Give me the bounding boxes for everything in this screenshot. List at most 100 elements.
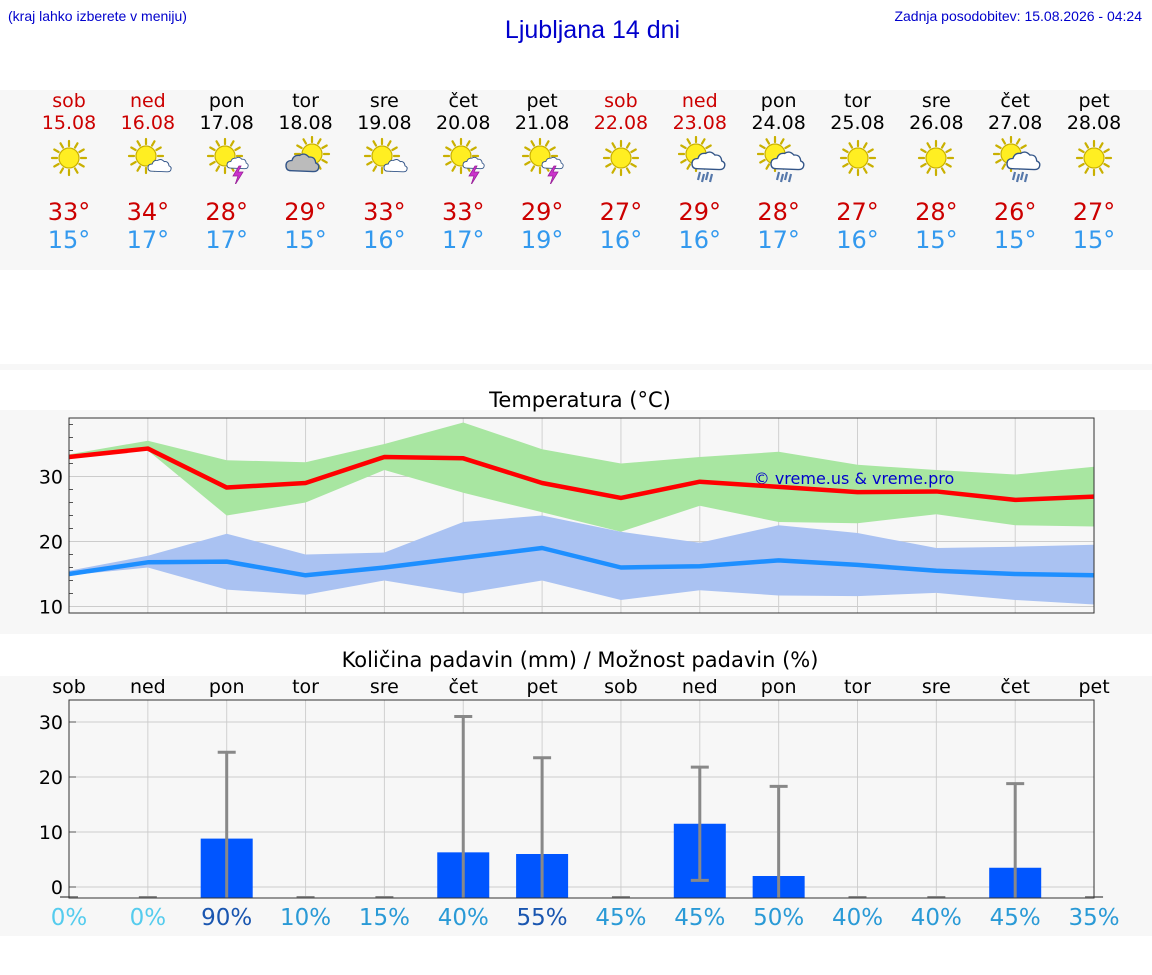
day-name: ned	[681, 90, 718, 112]
temperature-band	[0, 410, 1152, 634]
cloud-sun-icon	[284, 136, 330, 173]
precip-probability: 50%	[753, 905, 805, 931]
precip-day-label: pon	[208, 676, 245, 698]
precip-day-label: ned	[681, 676, 718, 698]
day-name: tor	[292, 90, 319, 112]
day-date: 19.08	[357, 112, 412, 134]
temp-min: 16°	[599, 226, 643, 254]
sun-thunder-icon	[521, 137, 564, 184]
day-name: sre	[921, 90, 951, 112]
temp-min: 16°	[363, 226, 406, 254]
temp-min: 15°	[915, 226, 958, 254]
precip-probability: 15%	[358, 905, 410, 931]
precip-day-label: tor	[844, 676, 871, 698]
precip-probability: 45%	[989, 905, 1041, 931]
precip-probability: 40%	[437, 905, 489, 931]
temp-max: 33°	[441, 198, 485, 226]
day-name: sob	[52, 90, 86, 112]
day-name: tor	[844, 90, 871, 112]
location-hint: (kraj lahko izberete v meniju)	[8, 8, 187, 24]
precip-day-label: pet	[1078, 676, 1110, 698]
forecast-band	[0, 90, 1152, 270]
day-date: 15.08	[41, 112, 97, 134]
precip-day-label: pet	[526, 676, 558, 698]
day-date: 17.08	[199, 112, 254, 134]
temp-max: 33°	[363, 198, 406, 226]
sun-rain-icon	[993, 136, 1041, 183]
day-date: 21.08	[514, 112, 570, 134]
sun-thunder-icon	[206, 137, 249, 184]
sun-icon	[839, 139, 876, 177]
temperature-chart-title: Temperatura (°C)	[489, 388, 671, 412]
precip-probability: 90%	[201, 905, 253, 931]
temp-max: 33°	[47, 198, 91, 226]
temp-max: 29°	[678, 198, 722, 226]
precip-day-label: ned	[129, 676, 166, 698]
day-date: 18.08	[278, 112, 333, 134]
precip-probability: 40%	[831, 905, 884, 931]
sun-icon	[50, 139, 88, 177]
sun-icon	[602, 139, 640, 177]
precip-day-label: sre	[369, 676, 399, 698]
sun-icon	[1075, 139, 1113, 177]
temp-min: 17°	[757, 226, 800, 254]
day-date: 24.08	[751, 112, 806, 134]
day-date: 26.08	[909, 112, 964, 134]
day-date: 23.08	[672, 112, 727, 134]
precip-probability: 0%	[129, 905, 167, 931]
precipitation-chart-title: Količina padavin (mm) / Možnost padavin …	[341, 648, 819, 672]
day-date: 22.08	[593, 112, 649, 134]
temp-max: 27°	[836, 198, 879, 226]
day-name: pon	[208, 90, 245, 112]
temp-min: 17°	[441, 226, 485, 254]
day-name: čet	[1000, 90, 1030, 112]
temp-max: 28°	[205, 198, 248, 226]
temp-max: 34°	[126, 198, 170, 226]
temp-max: 26°	[993, 198, 1037, 226]
precip-probability: 0%	[50, 905, 88, 931]
sun-cloud-icon	[364, 137, 409, 175]
sun-rain-icon	[677, 136, 726, 183]
precip-day-label: čet	[448, 676, 479, 698]
precip-probability: 10%	[279, 905, 332, 931]
temp-max: 27°	[599, 198, 643, 226]
temp-min: 19°	[520, 226, 564, 254]
precip-probability: 45%	[595, 905, 647, 931]
precip-probability: 45%	[674, 905, 726, 931]
sun-rain-icon	[756, 136, 805, 183]
precip-day-label: sob	[604, 676, 638, 698]
day-name: sob	[604, 90, 638, 112]
temp-max: 29°	[284, 198, 327, 226]
day-name: sre	[369, 90, 399, 112]
temp-min: 16°	[678, 226, 722, 254]
day-name: pon	[760, 90, 797, 112]
day-date: 28.08	[1066, 112, 1122, 134]
page-title: Ljubljana 14 dni	[504, 16, 681, 44]
day-date: 16.08	[120, 112, 176, 134]
precip-probability: 35%	[1068, 905, 1120, 931]
temp-min: 15°	[47, 226, 91, 254]
precip-day-label: pon	[760, 676, 797, 698]
day-name: čet	[448, 90, 479, 112]
sun-thunder-icon	[443, 137, 485, 184]
temp-max: 28°	[915, 198, 958, 226]
precip-probability: 40%	[910, 905, 962, 931]
temp-max: 29°	[520, 198, 564, 226]
day-date: 27.08	[987, 112, 1043, 134]
temp-min: 17°	[126, 226, 170, 254]
precip-day-label: tor	[292, 676, 319, 698]
temp-min: 17°	[205, 226, 248, 254]
separator-band	[0, 364, 1152, 370]
temp-min: 15°	[284, 226, 327, 254]
temp-max: 28°	[757, 198, 800, 226]
sun-icon	[918, 139, 955, 177]
precip-probability: 55%	[516, 905, 568, 931]
precip-day-label: sre	[921, 676, 951, 698]
precip-day-label: sob	[52, 676, 86, 698]
last-updated: Zadnja posodobitev: 15.08.2026 - 04:24	[894, 8, 1142, 24]
temp-min: 16°	[836, 226, 879, 254]
temp-min: 15°	[1072, 226, 1116, 254]
day-name: pet	[526, 90, 558, 112]
precipitation-band	[0, 676, 1152, 936]
day-name: pet	[1078, 90, 1110, 112]
